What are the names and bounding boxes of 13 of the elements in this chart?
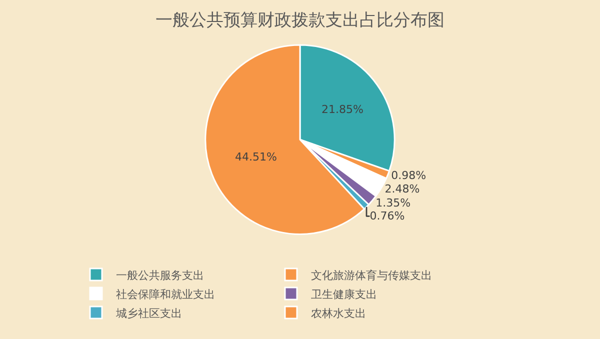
data-label: 0.76%: [370, 210, 405, 223]
legend-label: 农林水支出: [311, 306, 366, 320]
legend-label: 卫生健康支出: [311, 288, 377, 301]
legend-label: 城乡社区支出: [115, 306, 182, 320]
legend-label: 一般公共服务支出: [116, 268, 204, 282]
data-label: 21.85%: [322, 102, 364, 116]
data-label: 1.35%: [376, 196, 411, 210]
data-label: 44.51%: [234, 150, 277, 164]
data-label: 2.48%: [384, 182, 420, 196]
legend-label: 社会保障和就业支出: [116, 288, 215, 301]
data-label: 0.98%: [391, 169, 426, 182]
legend-label: 文化旅游体育与传媒支出: [311, 268, 432, 282]
chart-title: 一般公共预算财政拨款支出占比分布图: [156, 10, 444, 30]
